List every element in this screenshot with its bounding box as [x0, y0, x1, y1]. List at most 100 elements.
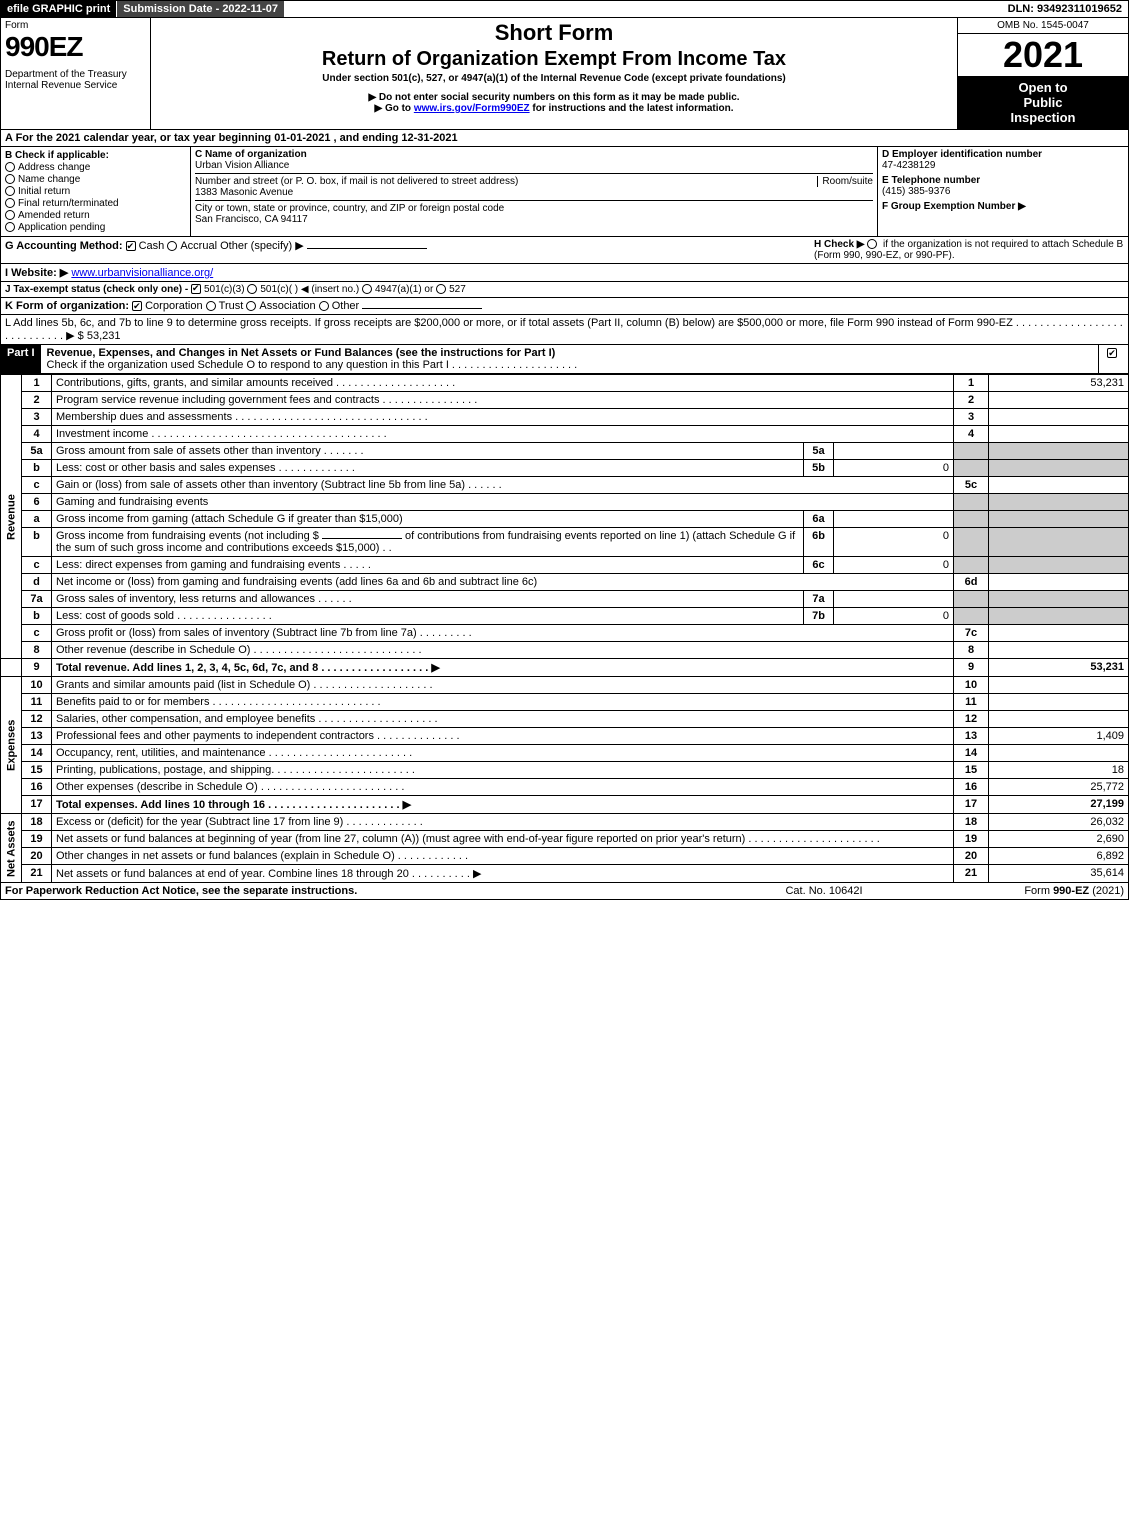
page-footer: For Paperwork Reduction Act Notice, see …	[0, 883, 1129, 900]
section-a: A For the 2021 calendar year, or tax yea…	[0, 130, 1129, 147]
j-label: J Tax-exempt status (check only one) -	[5, 284, 188, 295]
lnum-8: 8	[22, 642, 52, 659]
rnum-2: 2	[954, 392, 989, 409]
f-label: F Group Exemption Number ▶	[882, 201, 1124, 212]
chk-name-change[interactable]	[5, 174, 15, 184]
chk-amended-return[interactable]	[5, 210, 15, 220]
opt-address-change: Address change	[18, 162, 90, 173]
chk-trust[interactable]	[206, 301, 216, 311]
city-label: City or town, state or province, country…	[195, 203, 504, 214]
amt-1: 53,231	[989, 375, 1129, 392]
j-4947: 4947(a)(1) or	[375, 284, 433, 295]
chk-other-org[interactable]	[319, 301, 329, 311]
chk-corporation[interactable]	[132, 301, 142, 311]
sub-5a: 5a	[804, 443, 834, 460]
amt-7c	[989, 625, 1129, 642]
section-def: D Employer identification number 47-4238…	[878, 147, 1128, 236]
chk-final-return[interactable]	[5, 198, 15, 208]
amt-8	[989, 642, 1129, 659]
part-i-title: Revenue, Expenses, and Changes in Net As…	[41, 345, 1098, 373]
rnum-20: 20	[954, 848, 989, 865]
b-label: B Check if applicable:	[5, 150, 186, 161]
k-other-blank[interactable]	[362, 308, 482, 309]
chk-501c[interactable]	[247, 284, 257, 294]
lnum-18: 18	[22, 814, 52, 831]
website-link[interactable]: www.urbanvisionalliance.org/	[71, 267, 213, 279]
chk-address-change[interactable]	[5, 162, 15, 172]
lnum-16: 16	[22, 779, 52, 796]
g-other-blank[interactable]	[307, 248, 427, 249]
goto-post: for instructions and the latest informat…	[530, 103, 734, 114]
line-6b-blank[interactable]	[322, 538, 402, 539]
amt-7b	[989, 608, 1129, 625]
rnum-6b	[954, 528, 989, 557]
form-number: 990EZ	[5, 31, 146, 63]
section-g: G Accounting Method: Cash Accrual Other …	[5, 239, 814, 261]
sub-7a: 7a	[804, 591, 834, 608]
chk-part-i-schedule-o[interactable]	[1107, 348, 1117, 358]
rnum-3: 3	[954, 409, 989, 426]
open-to-public: Open to Public Inspection	[958, 76, 1128, 129]
rnum-4: 4	[954, 426, 989, 443]
rnum-5c: 5c	[954, 477, 989, 494]
rnum-9: 9	[954, 659, 989, 677]
lnum-7a: 7a	[22, 591, 52, 608]
netassets-label: Net Assets	[1, 814, 22, 883]
part-i-tag: Part I	[1, 345, 41, 373]
chk-association[interactable]	[246, 301, 256, 311]
subtitle: Under section 501(c), 527, or 4947(a)(1)…	[155, 73, 953, 84]
line-7b-desc: Less: cost of goods sold . . . . . . . .…	[52, 608, 804, 625]
line-6b-pre: Gross income from fundraising events (no…	[56, 530, 319, 542]
line-6b-desc: Gross income from fundraising events (no…	[52, 528, 804, 557]
amt-7a	[989, 591, 1129, 608]
rnum-5a	[954, 443, 989, 460]
amt-5c	[989, 477, 1129, 494]
opt-application-pending: Application pending	[18, 222, 105, 233]
chk-h[interactable]	[867, 239, 877, 249]
chk-initial-return[interactable]	[5, 186, 15, 196]
lnum-9: 9	[22, 659, 52, 677]
subval-5b: 0	[834, 460, 954, 477]
amt-4	[989, 426, 1129, 443]
lnum-10: 10	[22, 677, 52, 694]
lnum-12: 12	[22, 711, 52, 728]
line-10-desc: Grants and similar amounts paid (list in…	[52, 677, 954, 694]
row-gh: G Accounting Method: Cash Accrual Other …	[0, 237, 1129, 264]
chk-application-pending[interactable]	[5, 222, 15, 232]
lnum-5c: c	[22, 477, 52, 494]
section-l: L Add lines 5b, 6c, and 7b to line 9 to …	[0, 315, 1129, 345]
form-header: Form 990EZ Department of the Treasury In…	[0, 18, 1129, 130]
lnum-6: 6	[22, 494, 52, 511]
lnum-6d: d	[22, 574, 52, 591]
rnum-6a	[954, 511, 989, 528]
lnum-6c: c	[22, 557, 52, 574]
chk-4947[interactable]	[362, 284, 372, 294]
line-9-desc: Total revenue. Add lines 1, 2, 3, 4, 5c,…	[52, 659, 954, 677]
subval-7b: 0	[834, 608, 954, 625]
line-7c-desc: Gross profit or (loss) from sales of inv…	[52, 625, 954, 642]
rnum-6d: 6d	[954, 574, 989, 591]
section-b: B Check if applicable: Address change Na…	[1, 147, 191, 236]
amt-6a	[989, 511, 1129, 528]
chk-cash[interactable]	[126, 241, 136, 251]
rnum-7a	[954, 591, 989, 608]
top-bar: efile GRAPHIC print Submission Date - 20…	[0, 0, 1129, 18]
footer-right: Form 990-EZ (2021)	[924, 885, 1124, 897]
amt-5b	[989, 460, 1129, 477]
efile-print-button[interactable]: efile GRAPHIC print	[1, 1, 117, 17]
open-line-1: Open to	[962, 80, 1124, 95]
irs-link[interactable]: www.irs.gov/Form990EZ	[414, 103, 530, 114]
chk-501c3[interactable]	[191, 284, 201, 294]
chk-527[interactable]	[436, 284, 446, 294]
part-i-title-text: Revenue, Expenses, and Changes in Net As…	[47, 347, 556, 359]
opt-final-return: Final return/terminated	[18, 198, 119, 209]
omb-number: OMB No. 1545-0047	[958, 18, 1128, 34]
amt-13: 1,409	[989, 728, 1129, 745]
chk-accrual[interactable]	[167, 241, 177, 251]
rnum-10: 10	[954, 677, 989, 694]
amt-15: 18	[989, 762, 1129, 779]
amt-9: 53,231	[989, 659, 1129, 677]
rnum-11: 11	[954, 694, 989, 711]
g-label: G Accounting Method:	[5, 240, 123, 252]
amt-11	[989, 694, 1129, 711]
